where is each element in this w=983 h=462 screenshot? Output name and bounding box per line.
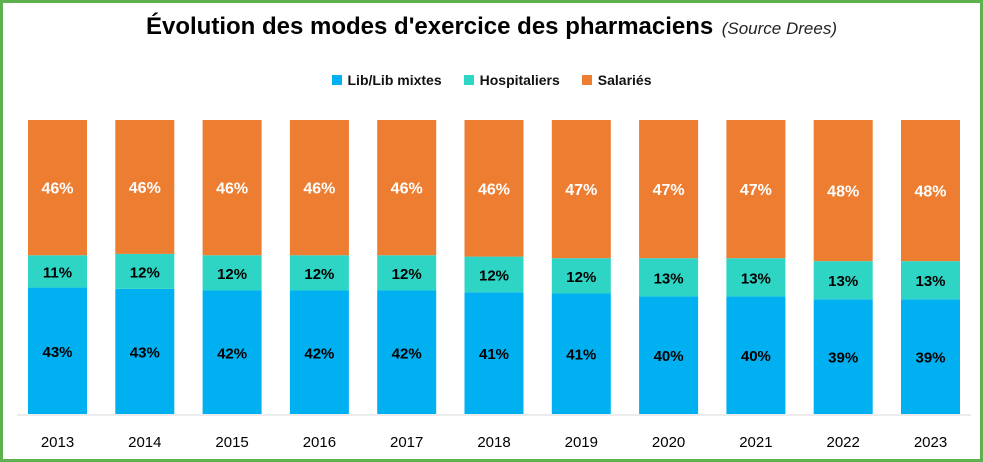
chart-subtitle: (Source Drees) <box>721 19 837 38</box>
chart-legend: Lib/Lib mixtes Hospitaliers Salariés <box>3 72 980 88</box>
x-tick-label-2014: 2014 <box>128 434 161 451</box>
bar-salaries-2013 <box>28 120 87 256</box>
x-tick-label-2018: 2018 <box>477 434 510 451</box>
data-label-hospitaliers-2013: 11% <box>43 264 72 281</box>
data-label-lib-2018: 41% <box>479 346 509 363</box>
bar-lib-2016 <box>289 290 349 414</box>
bar-salaries-2023 <box>901 120 960 262</box>
data-label-lib-2017: 42% <box>392 345 422 362</box>
data-label-hospitaliers-2018: 12% <box>479 267 509 284</box>
legend-swatch-lib <box>331 75 342 85</box>
bar-hospitaliers-2014 <box>115 253 175 289</box>
data-label-salaries-2019: 47% <box>565 182 597 199</box>
data-label-lib-2016: 42% <box>304 345 334 362</box>
data-label-salaries-2014: 46% <box>129 180 161 197</box>
data-label-salaries-2017: 46% <box>391 181 423 198</box>
bar-salaries-2016 <box>289 120 349 256</box>
data-label-lib-2019: 41% <box>566 347 596 364</box>
data-label-lib-2014: 43% <box>130 344 160 361</box>
data-label-salaries-2018: 46% <box>478 181 510 198</box>
x-tick-label-2020: 2020 <box>652 434 685 451</box>
legend-swatch-hospitaliers <box>463 75 474 85</box>
bar-lib-2020 <box>639 296 699 414</box>
bar-hospitaliers-2022 <box>813 261 873 300</box>
bar-salaries-2021 <box>726 120 786 259</box>
data-label-lib-2022: 39% <box>828 350 858 367</box>
bar-salaries-2019 <box>551 120 611 259</box>
x-tick-label-2016: 2016 <box>303 434 336 451</box>
x-tick-label-2022: 2022 <box>827 434 860 451</box>
data-label-salaries-2020: 47% <box>653 182 685 199</box>
data-label-lib-2020: 40% <box>654 348 684 365</box>
data-label-hospitaliers-2022: 13% <box>828 273 858 290</box>
bar-lib-2017 <box>377 290 437 414</box>
bar-hospitaliers-2018 <box>464 256 524 293</box>
bar-salaries-2022 <box>813 120 873 262</box>
legend-label-hospitaliers: Hospitaliers <box>479 72 560 88</box>
x-tick-label-2023: 2023 <box>914 434 947 451</box>
chart-title-row: Évolution des modes d'exercice des pharm… <box>3 13 980 41</box>
legend-item-hospitaliers: Hospitaliers <box>463 72 560 88</box>
data-label-salaries-2016: 46% <box>303 181 335 198</box>
stacked-bar-chart: 43% 11% 46% 2013 43% 12% 46% 2014 42% 12% 46% 2015 4… <box>17 120 971 451</box>
data-label-salaries-2023: 48% <box>914 184 946 201</box>
bar-lib-2023 <box>901 299 960 414</box>
legend-swatch-salaries <box>581 75 592 85</box>
data-label-hospitaliers-2023: 13% <box>915 273 945 290</box>
bar-hospitaliers-2016 <box>289 255 349 291</box>
data-label-hospitaliers-2014: 12% <box>130 264 160 281</box>
data-label-lib-2015: 42% <box>217 345 247 362</box>
bar-lib-2013 <box>28 287 87 414</box>
data-label-salaries-2021: 47% <box>740 182 772 199</box>
bar-hospitaliers-2015 <box>202 255 262 291</box>
bar-hospitaliers-2017 <box>377 255 437 291</box>
bar-hospitaliers-2020 <box>639 258 699 297</box>
x-tick-label-2013: 2013 <box>41 434 74 451</box>
data-label-lib-2021: 40% <box>741 348 771 365</box>
bar-salaries-2018 <box>464 120 524 257</box>
bar-lib-2015 <box>202 290 262 414</box>
data-label-salaries-2022: 48% <box>827 184 859 201</box>
data-label-hospitaliers-2015: 12% <box>217 266 247 283</box>
bar-salaries-2020 <box>639 120 699 259</box>
data-label-lib-2013: 43% <box>42 344 72 361</box>
data-label-hospitaliers-2017: 12% <box>392 266 422 283</box>
x-tick-label-2019: 2019 <box>565 434 598 451</box>
legend-item-salaries: Salariés <box>581 72 652 88</box>
bar-hospitaliers-2021 <box>726 258 786 297</box>
data-label-salaries-2015: 46% <box>216 181 248 198</box>
bar-lib-2018 <box>464 292 524 414</box>
bar-hospitaliers-2019 <box>551 258 611 294</box>
data-label-hospitaliers-2019: 12% <box>566 269 596 286</box>
bar-lib-2019 <box>551 293 611 414</box>
data-label-hospitaliers-2020: 13% <box>654 270 684 287</box>
data-label-hospitaliers-2016: 12% <box>304 266 334 283</box>
bar-salaries-2017 <box>377 120 437 256</box>
bar-lib-2021 <box>726 296 786 414</box>
bar-lib-2014 <box>115 288 175 414</box>
data-label-lib-2023: 39% <box>915 350 945 367</box>
x-tick-label-2015: 2015 <box>215 434 248 451</box>
legend-label-lib: Lib/Lib mixtes <box>347 72 442 88</box>
bar-lib-2022 <box>813 299 873 414</box>
bar-salaries-2015 <box>202 120 262 256</box>
x-tick-label-2021: 2021 <box>739 434 772 451</box>
bar-hospitaliers-2023 <box>901 261 960 300</box>
data-label-salaries-2013: 46% <box>41 181 73 198</box>
legend-label-salaries: Salariés <box>597 72 652 88</box>
chart-title: Évolution des modes d'exercice des pharm… <box>146 13 714 40</box>
bar-hospitaliers-2013 <box>28 255 87 288</box>
x-tick-label-2017: 2017 <box>390 434 423 451</box>
bar-salaries-2014 <box>115 120 175 254</box>
data-label-hospitaliers-2021: 13% <box>741 270 771 287</box>
legend-item-lib: Lib/Lib mixtes <box>331 72 442 88</box>
